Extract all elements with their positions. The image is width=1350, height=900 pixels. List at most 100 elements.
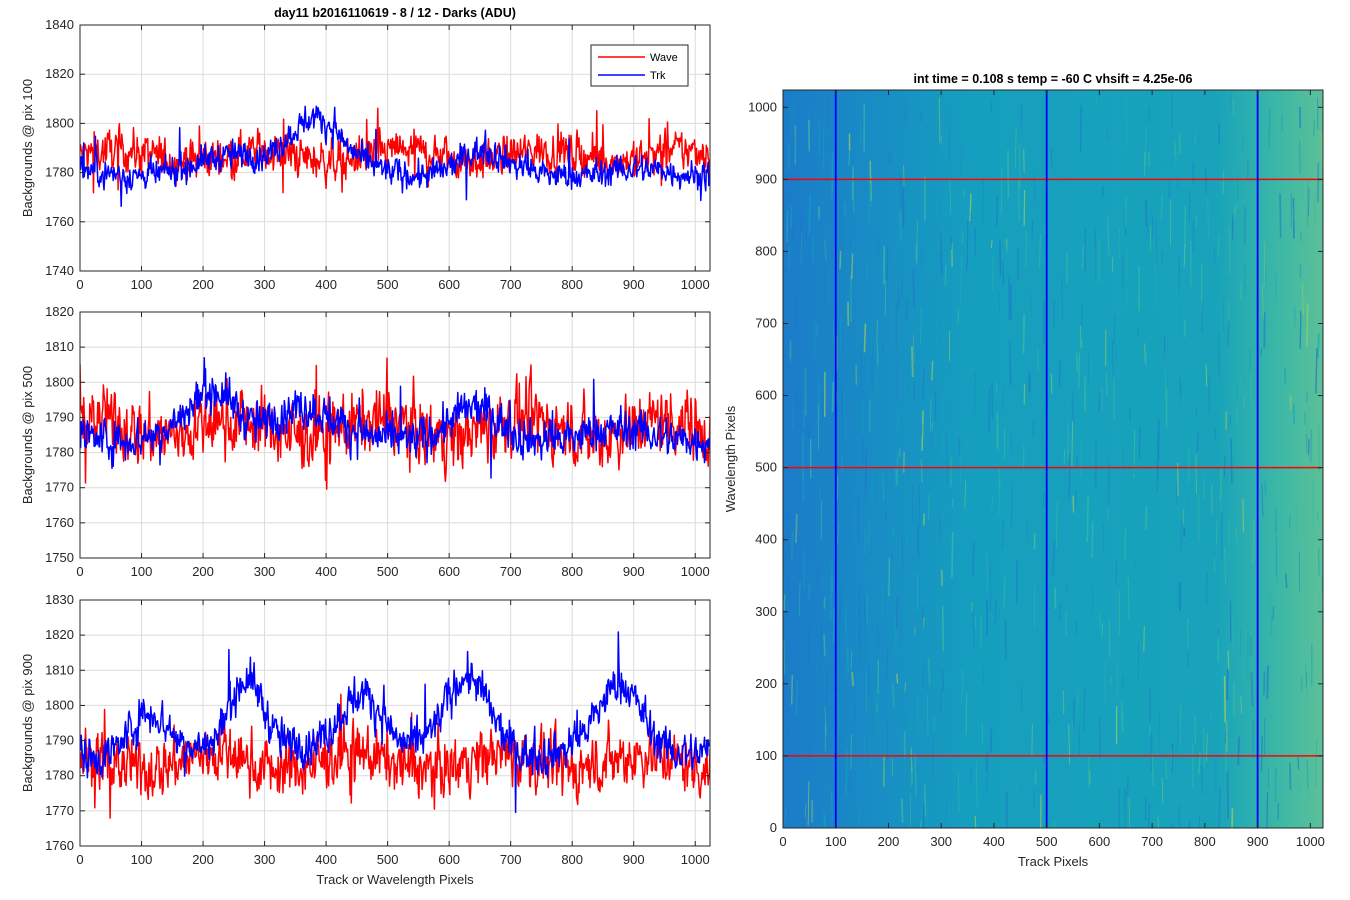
heatmap-streak <box>852 234 855 250</box>
x-tick-label: 1000 <box>1296 834 1325 849</box>
heatmap-streak <box>884 511 888 522</box>
heatmap-streak <box>1038 234 1042 268</box>
heatmap-streak <box>1222 169 1225 194</box>
heatmap-streak <box>844 604 847 635</box>
heatmap-streak <box>939 251 942 270</box>
heatmap-streak <box>1036 348 1040 372</box>
heatmap-streak <box>1138 426 1141 459</box>
heatmap-streak <box>1110 676 1113 686</box>
heatmap-streak <box>1195 215 1197 229</box>
heatmap-streak <box>802 804 804 828</box>
heatmap-streak <box>871 473 873 506</box>
heatmap-streak <box>930 425 933 449</box>
heatmap-streak <box>788 246 791 270</box>
x-tick-label: 300 <box>930 834 952 849</box>
heatmap-streak <box>1315 739 1317 787</box>
heatmap-streak <box>1002 386 1004 413</box>
heatmap-streak <box>895 598 899 629</box>
heatmap-streak <box>786 513 790 524</box>
heatmap-streak <box>1317 333 1320 359</box>
heatmap-streak <box>942 427 945 461</box>
x-tick-label: 400 <box>983 834 1005 849</box>
heatmap-streak <box>1204 167 1208 194</box>
y-tick-label: 1820 <box>45 627 74 642</box>
heatmap-streak <box>1094 440 1097 488</box>
heatmap-streak <box>803 548 805 589</box>
heatmap-streak <box>1079 105 1082 153</box>
heatmap-streak <box>882 472 885 502</box>
x-axis-label: Track or Wavelength Pixels <box>316 872 474 887</box>
heatmap-streak <box>1028 792 1031 817</box>
series-group <box>80 631 710 819</box>
heatmap-streak <box>1124 528 1126 560</box>
heatmap-streak <box>970 212 973 223</box>
heatmap-streak <box>1162 262 1165 276</box>
heatmap-streak <box>831 382 835 412</box>
x-tick-label: 300 <box>254 277 276 292</box>
x-tick-label: 900 <box>623 277 645 292</box>
heatmap-streak <box>1315 348 1318 394</box>
heatmap-streak <box>1178 133 1181 154</box>
heatmap-streak <box>920 820 922 828</box>
heatmap-streak <box>1197 495 1200 543</box>
heatmap-streak <box>940 135 943 146</box>
heatmap-streak <box>990 100 993 114</box>
heatmap-streak <box>1281 613 1284 640</box>
heatmap-streak <box>945 188 948 217</box>
y-tick-label: 500 <box>755 460 777 475</box>
heatmap-streak <box>922 368 925 401</box>
heatmap-streak <box>1207 199 1209 238</box>
heatmap-streak <box>969 193 972 222</box>
heatmap-streak <box>808 563 811 603</box>
heatmap-streak <box>1186 494 1190 506</box>
x-tick-label: 200 <box>192 277 214 292</box>
y-axis-label: Backgrounds @ pix 500 <box>20 366 35 504</box>
heatmap-streak <box>824 240 827 261</box>
legend: Wave Trk <box>590 44 689 87</box>
heatmap-streak <box>1051 601 1054 612</box>
heatmap-streak <box>1148 726 1151 736</box>
heatmap-streak <box>1100 470 1103 500</box>
heatmap-streak <box>1051 821 1053 828</box>
heatmap-streak <box>1133 462 1135 475</box>
heatmap-streak <box>800 211 803 244</box>
heatmap-streak <box>823 634 826 657</box>
heatmap-streak <box>986 552 988 592</box>
heatmap-streak <box>1029 307 1031 318</box>
heatmap-streak <box>1058 360 1061 386</box>
heatmap-streak <box>795 513 798 544</box>
heatmap-streak <box>965 261 968 274</box>
heatmap-streak <box>1111 257 1114 273</box>
heatmap-streak <box>837 521 839 544</box>
x-tick-label: 500 <box>377 277 399 292</box>
heatmap-streak <box>1118 590 1121 635</box>
heatmap-streak <box>894 617 897 653</box>
heatmap-streak <box>972 610 975 651</box>
heatmap-streak <box>1061 276 1064 322</box>
heatmap-streak <box>1270 614 1273 636</box>
heatmap-streak <box>974 815 977 828</box>
x-tick-label: 800 <box>561 852 583 867</box>
heatmap-streak <box>787 143 791 170</box>
heatmap-streak <box>1252 517 1255 565</box>
heatmap-streak <box>1112 376 1115 420</box>
heatmap-streak <box>1077 352 1081 390</box>
heatmap-streak <box>1171 365 1174 393</box>
heatmap-streak <box>1014 126 1017 169</box>
heatmap-streak <box>1101 622 1104 638</box>
heatmap-streak <box>1305 670 1308 688</box>
heatmap-streak <box>920 246 923 271</box>
heatmap-streak <box>916 524 920 559</box>
series-group <box>80 105 710 208</box>
x-tick-label: 0 <box>779 834 786 849</box>
heatmap-streak <box>1174 737 1177 786</box>
heatmap-streak <box>930 422 934 433</box>
heatmap-streak <box>1035 267 1038 287</box>
heatmap-streak <box>1194 715 1197 745</box>
heatmap-streak <box>843 201 846 215</box>
heatmap-streak <box>943 211 945 234</box>
heatmap-plot: int time = 0.108 s temp = -60 C vhsift =… <box>723 72 1325 869</box>
heatmap-streak <box>1179 703 1182 747</box>
heatmap-streak <box>891 758 894 776</box>
y-tick-label: 1760 <box>45 515 74 530</box>
